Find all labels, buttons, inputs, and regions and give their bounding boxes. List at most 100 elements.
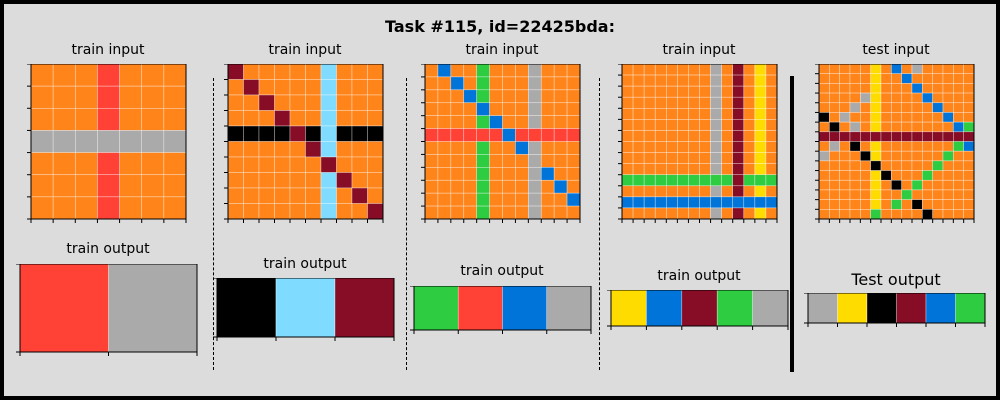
grid-cell: [743, 130, 756, 142]
grid-cell: [515, 115, 529, 129]
grid-cell: [258, 64, 275, 80]
grid-cell: [654, 85, 667, 98]
grid-cell: [721, 96, 734, 109]
grid-cell: [953, 199, 964, 210]
grid-cell: [457, 286, 503, 331]
grid-cell: [677, 74, 689, 87]
grid-cell: [367, 187, 384, 204]
grid-cell: [540, 115, 555, 129]
grid-cell: [119, 152, 143, 176]
grid-cell: [681, 290, 718, 327]
grid-cell: [829, 131, 840, 142]
grid-cell: [860, 209, 871, 220]
grid-cell: [699, 64, 711, 76]
grid-cell: [367, 94, 384, 111]
grid-cell: [911, 83, 923, 94]
grid-cell: [829, 170, 840, 181]
grid-cell: [528, 167, 542, 181]
grid-cell: [818, 92, 830, 104]
grid-cell: [489, 205, 503, 220]
grid-cell: [922, 141, 933, 152]
grid-cell: [765, 152, 778, 164]
grid-cell: [665, 185, 678, 198]
grid-cell: [52, 196, 76, 220]
grid-cell: [632, 74, 645, 87]
pair-0-output-grid: [16, 264, 198, 356]
grid-cell: [274, 110, 291, 127]
test-input-label: test input: [862, 42, 930, 58]
grid-cell: [274, 79, 291, 96]
grid-cell: [880, 199, 892, 210]
grid-cell: [901, 121, 913, 133]
grid-cell: [754, 152, 767, 164]
grid-cell: [320, 125, 337, 142]
grid-cell: [463, 128, 477, 142]
grid-cell: [450, 76, 465, 91]
grid-cell: [163, 85, 187, 109]
grid-cell: [829, 160, 840, 171]
grid-cell: [807, 293, 838, 324]
grid-cell: [141, 107, 165, 131]
grid-cell: [911, 199, 923, 210]
grid-cell: [367, 203, 384, 220]
grid-cell: [942, 209, 954, 220]
grid-cell: [320, 187, 337, 204]
grid-cell: [450, 154, 465, 168]
grid-cell: [621, 196, 634, 209]
grid-cell: [922, 83, 933, 94]
grid-cell: [829, 83, 840, 94]
pair-separator: [406, 78, 407, 370]
grid-cell: [305, 156, 322, 173]
grid-cell: [553, 76, 568, 91]
grid-cell: [463, 205, 477, 220]
grid-cell: [922, 102, 933, 113]
grid-cell: [566, 192, 581, 207]
grid-cell: [743, 141, 756, 153]
grid-cell: [860, 141, 871, 152]
grid-cell: [643, 119, 656, 131]
grid-cell: [765, 96, 778, 109]
grid-cell: [699, 152, 711, 164]
grid-cell: [699, 141, 711, 153]
grid-cell: [367, 125, 384, 142]
grid-cell: [463, 89, 477, 104]
grid-cell: [880, 83, 892, 94]
grid-cell: [963, 92, 975, 104]
grid-cell: [476, 76, 490, 91]
grid-cell: [632, 119, 645, 131]
grid-cell: [540, 179, 555, 194]
grid-cell: [839, 209, 851, 220]
grid-cell: [643, 96, 656, 109]
grid-cell: [52, 152, 76, 176]
grid-cell: [52, 64, 76, 87]
grid-cell: [932, 150, 944, 162]
grid-cell: [243, 156, 260, 173]
grid-cell: [424, 89, 439, 104]
grid-cell: [665, 174, 678, 187]
grid-cell: [922, 179, 933, 191]
grid-cell: [450, 192, 465, 207]
grid-border: [610, 290, 789, 327]
grid-cell: [243, 110, 260, 127]
grid-cell: [515, 76, 529, 91]
grid-cell: [566, 102, 581, 116]
grid-cell: [710, 185, 722, 198]
grid-cell: [540, 205, 555, 220]
grid-cell: [942, 150, 954, 162]
grid-cell: [540, 167, 555, 181]
grid-cell: [688, 185, 700, 198]
grid-cell: [818, 150, 830, 162]
grid-cell: [732, 130, 745, 142]
grid-cell: [911, 64, 923, 74]
pair-2-input-grid: [421, 64, 581, 223]
grid-cell: [891, 102, 902, 113]
grid-cell: [566, 76, 581, 91]
grid-cell: [621, 152, 634, 164]
grid-cell: [677, 207, 689, 220]
grid-cell: [818, 209, 830, 220]
grid-cell: [424, 115, 439, 129]
grid-cell: [901, 141, 913, 152]
grid-cell: [141, 152, 165, 176]
grid-cell: [901, 170, 913, 181]
grid-cell: [710, 107, 722, 120]
